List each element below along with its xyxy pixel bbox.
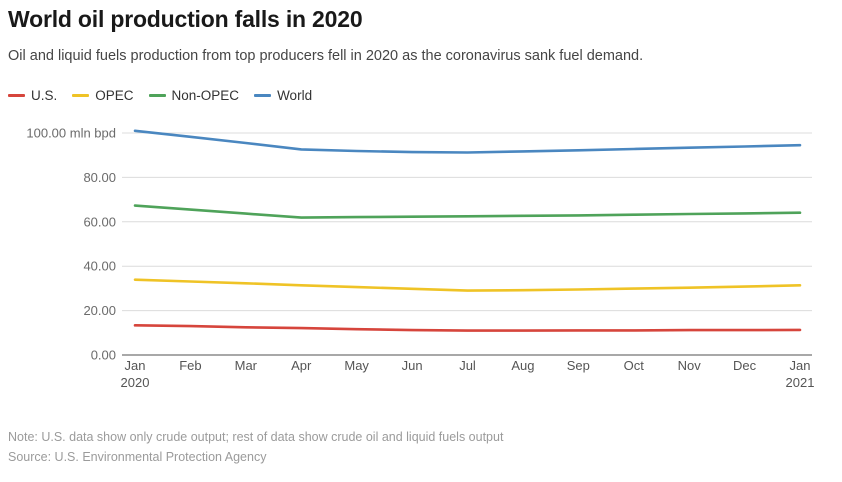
y-tick-label-60: 60.00: [83, 214, 116, 229]
legend-label-opec: OPEC: [95, 88, 134, 103]
x-tick-label-1: Feb: [179, 358, 201, 373]
legend-item-world: World: [254, 88, 312, 103]
y-tick-label-40: 40.00: [83, 259, 116, 274]
y-tick-label-20: 20.00: [83, 303, 116, 318]
legend-label-u-s: U.S.: [31, 88, 58, 103]
x-tick-label-3: Apr: [291, 358, 312, 373]
x-tick-label-4: May: [344, 358, 369, 373]
y-tick-label-80: 80.00: [83, 170, 116, 185]
legend-swatch-non-opec: [148, 94, 166, 97]
legend-item-non-opec: Non-OPEC: [148, 88, 240, 103]
x-tick-year-2020: 2020: [121, 375, 150, 390]
chart-source: Source: U.S. Environmental Protection Ag…: [8, 450, 267, 464]
x-tick-year-2021: 2021: [786, 375, 815, 390]
series-line-non-opec: [133, 204, 802, 219]
legend-swatch-u-s: [8, 94, 25, 97]
legend-item-opec: OPEC: [72, 88, 134, 103]
series-line-world: [133, 129, 802, 154]
x-tick-label-9: Oct: [624, 358, 645, 373]
x-tick-label-12: Jan: [790, 358, 811, 373]
y-tick-label-100: 100.00 mln bpd: [26, 126, 116, 141]
x-tick-label-6: Jul: [459, 358, 476, 373]
x-tick-label-11: Dec: [733, 358, 757, 373]
x-tick-label-5: Jun: [402, 358, 423, 373]
x-tick-label-7: Aug: [511, 358, 534, 373]
line-chart: 0.00 20.00 40.00 60.00 80.00 100.00 mln bpd J…: [26, 126, 815, 391]
x-tick-label-8: Sep: [567, 358, 590, 373]
chart-legend: U.S. OPEC Non-OPEC World: [8, 88, 312, 103]
x-tick-label-0: Jan: [125, 358, 146, 373]
legend-label-world: World: [277, 88, 313, 103]
y-axis-labels: 0.00 20.00 40.00 60.00 80.00 100.00 mln bpd: [26, 126, 116, 363]
legend-label-non-opec: Non-OPEC: [171, 88, 240, 103]
chart-subtitle: Oil and liquid fuels production from top…: [8, 48, 644, 64]
chart-note: Note: U.S. data show only crude output; …: [8, 430, 504, 444]
x-axis-labels: Jan 2020 Feb Mar Apr May Jun Jul Aug Sep Oct Nov Dec…: [121, 358, 815, 390]
legend-item-u-s: U.S.: [8, 88, 57, 103]
chart-title: World oil production falls in 2020: [8, 6, 363, 32]
x-tick-label-10: Nov: [678, 358, 702, 373]
gridlines: [122, 132, 812, 356]
series-line-opec: [133, 278, 802, 292]
y-tick-label-0: 0.00: [91, 348, 116, 363]
legend-swatch-world: [254, 94, 272, 97]
legend-swatch-opec: [72, 94, 90, 97]
x-tick-label-2: Mar: [235, 358, 258, 373]
series-lines: [133, 129, 802, 332]
series-line-u-s: [133, 324, 802, 332]
